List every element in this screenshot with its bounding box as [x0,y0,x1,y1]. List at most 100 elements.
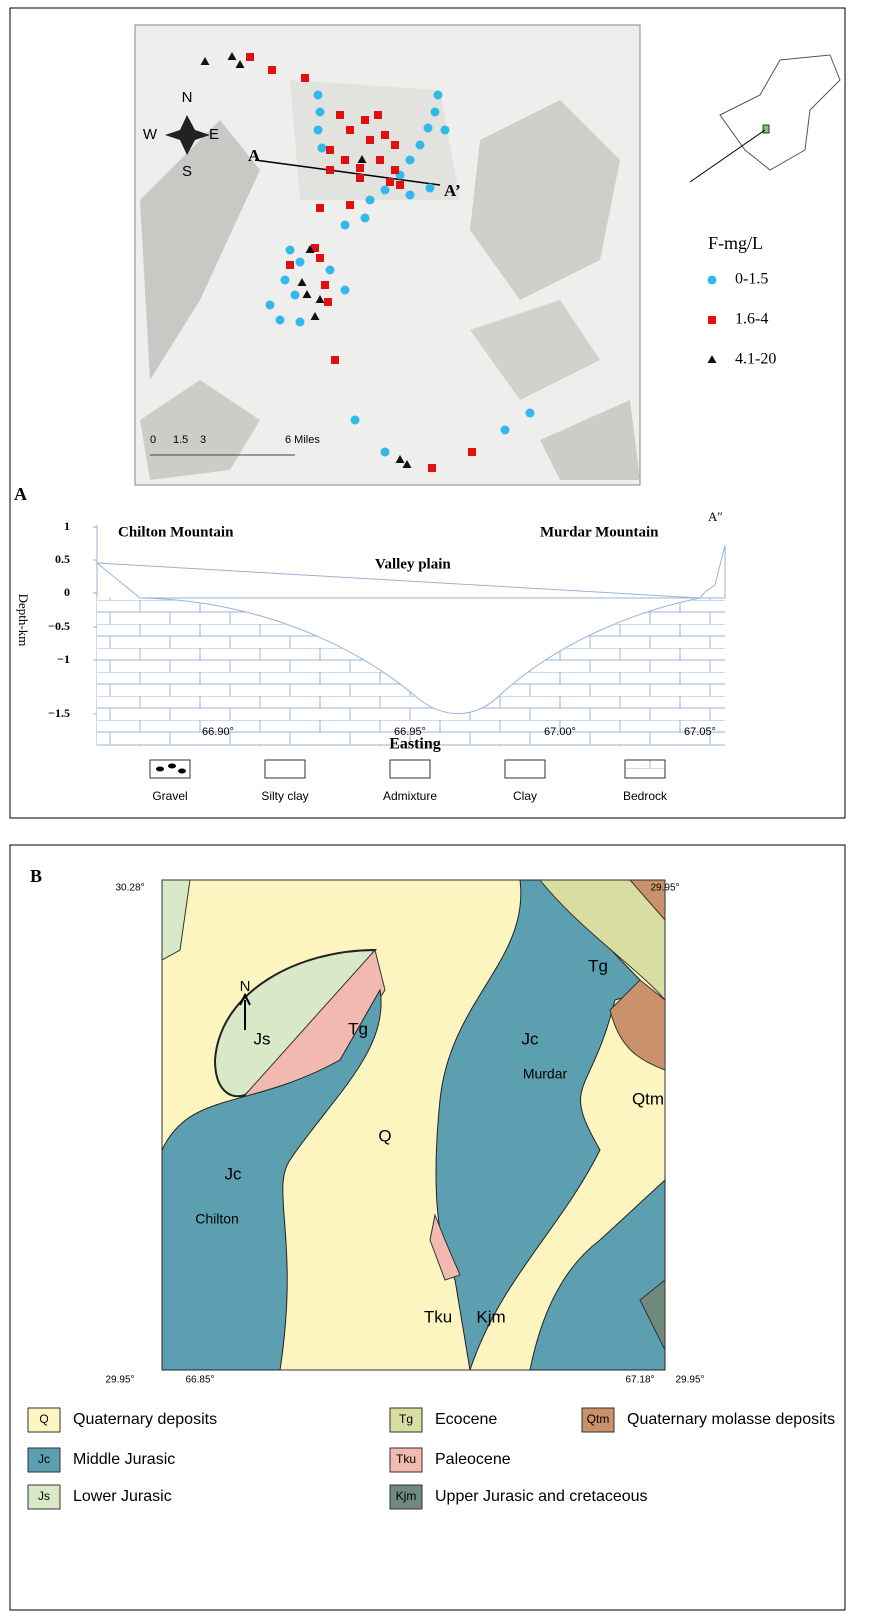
sample-point [295,257,305,267]
sample-point [350,415,360,425]
sample-point [305,245,315,253]
section-label: Valley plain [375,556,451,572]
legend-name: Ecocene [435,1411,497,1428]
cross-section [95,525,726,746]
unit-label: Tg [588,956,608,975]
sample-point [326,146,334,154]
gravel [156,766,164,772]
legend-name: Lower Jurasic [73,1488,172,1505]
sample-point [468,448,476,456]
lithology-label: Clay [513,789,537,803]
x-tick-label: 66.90° [202,726,234,738]
sample-point [433,90,443,100]
sample-point [425,183,435,193]
y-tick-label: 1 [64,519,70,533]
lithology-swatch [389,759,431,779]
sample-point [301,74,309,82]
sample-point [707,275,717,285]
legend-swatch [389,1407,423,1433]
sample-point [376,156,384,164]
sample-point [325,265,335,275]
y-tick-label: −1.5 [48,706,70,720]
lithology-label: Bedrock [623,789,668,803]
unit-label: Tg [348,1019,368,1038]
gravel [168,763,176,769]
legend-swatch [581,1407,615,1433]
compass-letter: S [182,163,192,180]
lithology-label: Gravel [152,789,187,803]
unit-label: Kjm [476,1307,505,1326]
lithology-label: Admixture [383,789,437,803]
coordinate: 29.95° [105,1375,134,1386]
sample-point [313,125,323,135]
sample-point [500,425,510,435]
sample-point [365,195,375,205]
sample-point [265,300,275,310]
sample-point [227,52,237,60]
base-map [134,24,641,486]
legend-code: Q [39,1412,48,1426]
y-tick-label: −0.5 [48,619,70,633]
x-tick-label: 67.05° [684,726,716,738]
unit-label: Murdar [523,1066,568,1082]
sample-point [405,190,415,200]
legend-code: Js [38,1489,50,1503]
sample-point [311,244,319,252]
legend-code: Tg [399,1412,413,1426]
sample-point [340,220,350,230]
lithology-label: Silty clay [261,789,308,803]
sample-point [525,408,535,418]
legend-label: 0-1.5 [735,271,768,288]
legend-name: Quaternary deposits [73,1411,217,1428]
legend-swatch [27,1407,61,1433]
sample-point [357,155,367,163]
panel-b-frame [9,844,846,1611]
sample-point [340,285,350,295]
sample-point [246,53,254,61]
sample-point [395,455,405,463]
sample-point [356,174,364,182]
sample-point [391,141,399,149]
sample-point [200,57,210,65]
sample-point [324,298,332,306]
sample-point [321,281,329,289]
unit-label: Js [254,1029,271,1048]
section-end: A″ [708,509,723,524]
legend-title: F-mg/L [708,233,763,253]
sample-point [708,316,716,324]
sample-point [423,123,433,133]
legend-swatch [389,1484,423,1510]
sample-point [317,143,327,153]
sample-point [374,111,382,119]
inset-pakistan [689,54,841,183]
sample-point [386,178,394,186]
coordinate: 29.95° [650,883,679,894]
lithology-swatch [624,759,666,779]
sample-point [440,125,450,135]
legend-swatch [389,1447,423,1473]
sample-point [285,245,295,255]
lithology-swatch [149,759,191,779]
sample-point [331,356,339,364]
compass-letter: E [209,126,219,143]
sample-point [336,111,344,119]
sample-point [341,156,349,164]
unit-label: Chilton [195,1211,239,1227]
coordinate: 30.28° [115,883,144,894]
coordinate: 29.95° [675,1375,704,1386]
sample-point [405,155,415,165]
sample-point [391,166,399,174]
legend-name: Upper Jurasic and cretaceous [435,1488,648,1505]
legend-label: 4.1-20 [735,351,776,368]
compass-letter: N [182,89,193,106]
sample-point [313,90,323,100]
sample-point [380,185,390,195]
panel-a-frame [9,7,846,819]
compass-letter: W [143,126,158,143]
sample-point [286,261,294,269]
legend-code: Kjm [396,1489,417,1503]
scale-label: 6 Miles [285,434,320,446]
section-label: Chilton Mountain [118,524,234,540]
gravel [178,768,186,774]
